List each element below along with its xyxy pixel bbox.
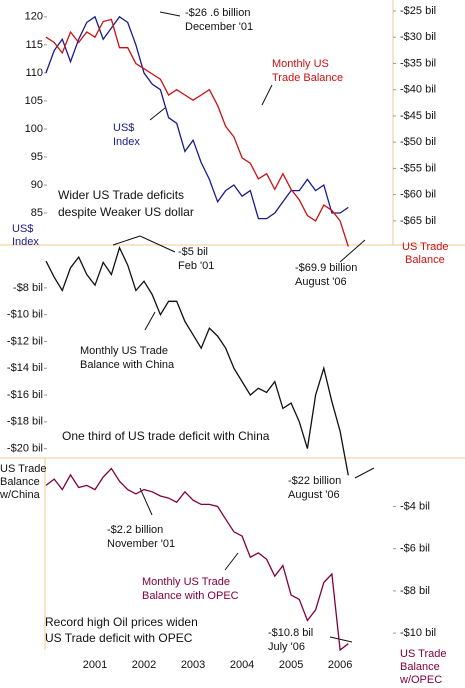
y2-tick-label: -$50 bil	[400, 136, 436, 148]
leader-line	[144, 311, 156, 331]
y-tick-label: 105	[25, 95, 43, 107]
annotation: August '06	[295, 276, 347, 288]
y2-tick-label: -$30 bil	[400, 31, 436, 43]
series-label: Balance with China	[80, 359, 175, 371]
annotation: -$26 .6 billion	[185, 7, 250, 19]
y2-tick-label: -$10 bil	[400, 627, 436, 639]
leader-line	[339, 239, 366, 263]
x-tick-label: 2005	[279, 659, 303, 671]
y-tick-label: 95	[31, 151, 43, 163]
leader-line	[159, 11, 181, 17]
annotation: August '06	[288, 489, 340, 501]
y-tick-label: 110	[25, 67, 43, 79]
annotation: Feb '01	[178, 260, 214, 272]
annotation: US Trade deficit with OPEC	[45, 631, 193, 645]
y-tick-label: 120	[25, 11, 43, 23]
axis-label: Balance	[400, 661, 440, 673]
leader-line	[354, 467, 375, 479]
leader-line	[112, 235, 141, 246]
annotation: One third of US trade deficit with China	[62, 429, 270, 443]
leader-line	[329, 636, 353, 643]
annotation: July '06	[268, 641, 305, 653]
series-label: US$	[113, 122, 134, 134]
y2-tick-label: -$35 bil	[400, 57, 436, 69]
axis-label: US Trade	[402, 241, 448, 253]
y-tick-label: -$12 bil	[7, 335, 43, 347]
series-label: Balance with OPEC	[142, 590, 239, 602]
y-tick-label: -$18 bil	[7, 416, 43, 428]
annotation: -$22 billion	[288, 475, 341, 487]
annotation: Wider US Trade deficits	[58, 188, 184, 202]
y-tick-label: -$20 bil	[7, 443, 43, 455]
series-line	[45, 15, 349, 220]
annotation: despite Weaker US dollar	[58, 205, 194, 219]
axis-label: Balance	[0, 476, 40, 488]
y2-tick-label: -$55 bil	[400, 162, 436, 174]
y2-tick-label: -$60 bil	[400, 189, 436, 201]
y-tick-label: -$16 bil	[7, 389, 43, 401]
x-tick-label: 2004	[230, 659, 254, 671]
series-label: Monthly US Trade	[142, 576, 230, 588]
series-label: Trade Balance	[272, 72, 343, 84]
series-label: Monthly US Trade	[80, 345, 168, 357]
y-tick-label: -$14 bil	[7, 362, 43, 374]
series-label: Monthly US	[272, 58, 329, 70]
x-tick-label: 2003	[181, 659, 205, 671]
annotation: -$5 bil	[178, 246, 208, 258]
annotation: November '01	[107, 538, 175, 550]
annotation: Record high Oil prices widen	[45, 615, 198, 629]
y2-tick-label: -$8 bil	[400, 585, 430, 597]
x-tick-label: 2002	[132, 659, 156, 671]
y-tick-label: -$10 bil	[7, 309, 43, 321]
y2-tick-label: -$45 bil	[400, 110, 436, 122]
y2-tick-label: -$4 bil	[400, 500, 430, 512]
series-line	[45, 18, 349, 247]
series-label: Index	[113, 136, 140, 148]
leader-line	[224, 552, 239, 571]
y2-tick-label: -$40 bil	[400, 84, 436, 96]
y2-tick-label: -$6 bil	[400, 543, 430, 555]
axis-label: w/OPEC	[399, 674, 442, 686]
leader-line	[261, 84, 273, 106]
x-tick-label: 2001	[83, 659, 107, 671]
y2-tick-label: -$65 bil	[400, 215, 436, 227]
leader-line	[139, 235, 176, 253]
x-tick-label: 2006	[328, 659, 352, 671]
axis-label: US$	[12, 223, 33, 235]
axis-label: Index	[12, 236, 39, 248]
axis-label: w/China	[0, 489, 41, 501]
annotation: -$2.2 billion	[107, 524, 163, 536]
y-tick-label: 115	[25, 39, 43, 51]
y-tick-label: 100	[25, 123, 43, 135]
leader-line	[139, 487, 153, 516]
y-tick-label: 85	[31, 207, 43, 219]
y2-tick-label: -$25 bil	[400, 5, 436, 17]
axis-label: Balance	[405, 254, 445, 266]
annotation: -$10.8 bil	[268, 627, 313, 639]
annotation: December '01	[185, 21, 253, 33]
leader-line	[149, 107, 166, 121]
series-line	[45, 245, 349, 476]
axis-label: US Trade	[0, 463, 46, 475]
y-tick-label: 90	[31, 179, 43, 191]
annotation: -$69.9 billion	[295, 262, 357, 274]
axis-label: US Trade	[400, 648, 446, 660]
y-tick-label: -$8 bil	[13, 282, 43, 294]
series-line	[45, 467, 349, 652]
